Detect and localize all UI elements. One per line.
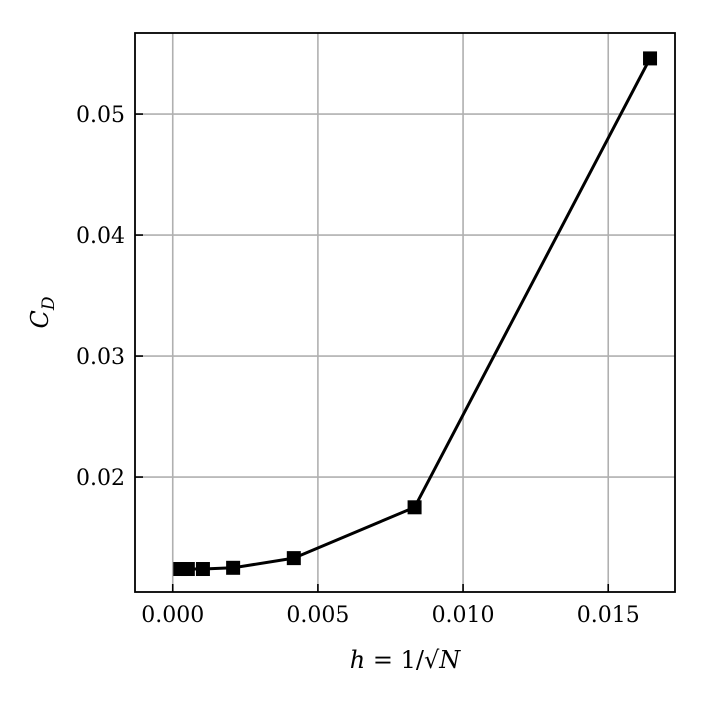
grid bbox=[135, 33, 675, 592]
x-tick-label: 0.005 bbox=[286, 603, 349, 628]
y-tick-label: 0.02 bbox=[76, 466, 125, 491]
y-tick-label: 0.03 bbox=[76, 345, 125, 370]
series-line bbox=[180, 57, 652, 571]
y-tick-label: 0.05 bbox=[76, 103, 125, 128]
y-axis-label: CD bbox=[26, 296, 59, 328]
data-point-marker bbox=[643, 51, 658, 66]
data-point-marker bbox=[195, 562, 210, 577]
data-point-marker bbox=[180, 562, 195, 577]
y-tick-label: 0.04 bbox=[76, 224, 125, 249]
x-tick-label: 0.000 bbox=[141, 603, 204, 628]
x-tick-label: 0.015 bbox=[577, 603, 640, 628]
ticks bbox=[135, 113, 610, 592]
tick-labels: 0.000 0.005 0.010 0.015 0.02 0.03 0.04 0.05 bbox=[76, 103, 640, 628]
x-tick-label: 0.010 bbox=[432, 603, 495, 628]
data-point-marker bbox=[286, 551, 301, 566]
data-series bbox=[173, 51, 658, 577]
data-point-marker bbox=[226, 560, 241, 575]
data-point-marker bbox=[407, 500, 422, 515]
x-axis-label: h = 1/√N bbox=[350, 646, 461, 674]
plot-frame bbox=[134, 32, 676, 593]
